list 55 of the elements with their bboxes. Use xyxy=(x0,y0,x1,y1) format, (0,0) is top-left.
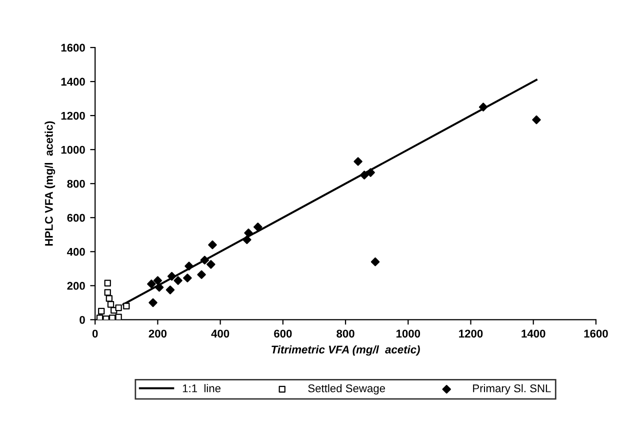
point xyxy=(115,314,122,320)
x-tick-label: 1000 xyxy=(396,330,420,338)
x-tick-label: 0 xyxy=(92,330,98,338)
point xyxy=(174,276,182,285)
x-tick-label: 1200 xyxy=(459,330,483,338)
point xyxy=(123,302,130,310)
point xyxy=(206,260,216,269)
y-tick-label: 1600 xyxy=(61,44,85,52)
point xyxy=(96,314,104,320)
point xyxy=(102,315,110,320)
point xyxy=(154,282,164,292)
point xyxy=(148,298,158,308)
point xyxy=(106,295,113,302)
point xyxy=(208,240,217,250)
y-tick-label: 200 xyxy=(67,282,85,290)
point xyxy=(107,301,114,308)
point xyxy=(104,280,111,286)
x-tick-label: 600 xyxy=(274,330,292,338)
x-tick-label: 1400 xyxy=(522,330,546,338)
point xyxy=(115,304,122,312)
x-tick-label: 200 xyxy=(148,330,167,338)
point xyxy=(370,257,380,266)
legend-label: Settled Sewage xyxy=(308,384,386,394)
point xyxy=(478,102,488,112)
y-tick-label: 1400 xyxy=(61,78,85,86)
x-tick-label: 800 xyxy=(336,330,354,338)
x-axis-title: Titrimetric VFA (mg/l acetic) xyxy=(272,345,420,356)
point xyxy=(244,228,253,238)
point xyxy=(153,276,162,285)
point xyxy=(360,170,369,180)
point xyxy=(354,157,362,166)
point xyxy=(242,235,252,244)
point xyxy=(166,286,175,294)
y-axis-title: HPLC VFA (mg/l acetic) xyxy=(44,121,56,246)
y-tick-label: 600 xyxy=(67,214,85,222)
point xyxy=(532,115,541,124)
y-tick-label: 800 xyxy=(67,180,85,188)
legend-label: 1:1 line xyxy=(182,384,221,392)
y-tick-label: 1000 xyxy=(61,146,85,154)
y-tick-label: 400 xyxy=(67,248,85,256)
point xyxy=(104,289,111,296)
point xyxy=(184,262,194,270)
point xyxy=(197,270,206,279)
x-tick-label: 400 xyxy=(211,330,230,338)
point xyxy=(366,168,375,177)
y-tick-label: 1200 xyxy=(61,112,85,120)
legend-label: Primary Sl. SNL xyxy=(473,384,551,394)
point xyxy=(254,222,262,232)
point xyxy=(98,308,105,315)
point xyxy=(167,272,176,281)
point xyxy=(147,280,156,288)
point xyxy=(200,256,210,265)
y-tick-label: 0 xyxy=(80,316,85,324)
point xyxy=(183,274,192,282)
x-tick-label: 1600 xyxy=(584,330,608,338)
